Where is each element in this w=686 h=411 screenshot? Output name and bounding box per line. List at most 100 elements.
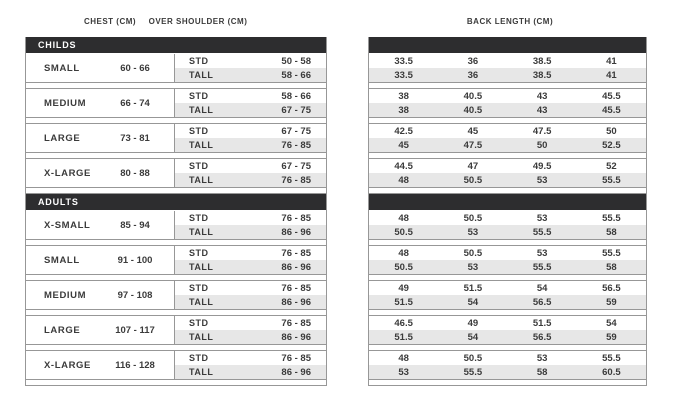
fit-row-tall: TALL 86 - 96 (175, 330, 326, 344)
fit-label-tall: TALL (189, 297, 214, 307)
row-separator (369, 82, 646, 89)
row-separator (26, 152, 326, 159)
shoulder-range-std: 76 - 85 (281, 352, 311, 364)
back-length-cell: 55.5 (463, 366, 483, 378)
fit-row-tall: TALL 76 - 85 (175, 138, 326, 152)
back-length-cell: 53 (467, 226, 479, 238)
size-row-medium: MEDIUM 97 - 108 STD 76 - 85 TALL 86 - 96 (26, 281, 326, 309)
back-length-row-large: 42.5 45 47.5 50 45 47.5 50 52.5 (369, 124, 646, 152)
row-separator (26, 117, 326, 124)
row-separator (369, 379, 646, 386)
back-length-tall-row: 33.5 36 38.5 41 (369, 68, 646, 82)
back-length-std-row: 49 51.5 54 56.5 (369, 281, 646, 295)
back-length-cell: 45.5 (602, 104, 621, 116)
back-length-std-row: 48 50.5 53 55.5 (369, 351, 646, 365)
back-length-cell: 51.5 (394, 296, 413, 308)
fit-row-tall: TALL 86 - 96 (175, 295, 326, 309)
shoulder-range-std: 76 - 85 (281, 282, 311, 294)
fit-column: STD 50 - 58 TALL 58 - 66 (175, 54, 326, 82)
back-length-cell: 50.5 (463, 174, 483, 186)
back-length-cell: 50.5 (463, 212, 483, 224)
back-length-cell: 48 (398, 247, 409, 259)
chest-range: 107 - 117 (115, 324, 155, 336)
back-length-std-row: 46.5 49 51.5 54 (369, 316, 646, 330)
size-label: SMALL (44, 62, 80, 74)
fit-label-std: STD (189, 248, 209, 258)
back-length-cell: 47 (467, 160, 479, 172)
fit-column: STD 76 - 85 TALL 86 - 96 (175, 281, 326, 309)
back-length-std-row: 48 50.5 53 55.5 (369, 246, 646, 260)
fit-label-std: STD (189, 91, 209, 101)
size-label: X-SMALL (44, 219, 91, 231)
fit-column: STD 76 - 85 TALL 86 - 96 (175, 246, 326, 274)
back-length-cell: 50.5 (394, 226, 413, 238)
back-length-cell: 45 (467, 125, 479, 137)
row-separator (26, 187, 326, 194)
section-bar-childs: CHILDS (26, 37, 326, 53)
back-length-cell: 54 (467, 331, 479, 343)
chest-range: 80 - 88 (120, 167, 150, 179)
back-length-tall-row: 45 47.5 50 52.5 (369, 138, 646, 152)
fit-row-tall: TALL 58 - 66 (175, 68, 326, 82)
shoulder-range-std: 67 - 75 (281, 160, 311, 172)
size-chest-cell: SMALL 60 - 66 (26, 54, 175, 82)
fit-column: STD 76 - 85 TALL 86 - 96 (175, 316, 326, 344)
fit-label-tall: TALL (189, 262, 214, 272)
size-row-large: LARGE 73 - 81 STD 67 - 75 TALL 76 - 85 (26, 124, 326, 152)
fit-label-std: STD (189, 56, 209, 66)
fit-row-std: STD 76 - 85 (175, 281, 326, 295)
fit-label-tall: TALL (189, 105, 214, 115)
back-length-cell: 45 (398, 139, 409, 151)
row-separator (369, 344, 646, 351)
shoulder-range-std: 76 - 85 (281, 317, 311, 329)
back-length-cell: 50.5 (463, 247, 483, 259)
chest-range: 91 - 100 (117, 254, 153, 266)
back-length-cell: 43 (536, 104, 548, 116)
back-length-column-header: BACK LENGTH (CM) (466, 17, 554, 26)
row-separator (26, 379, 326, 386)
back-length-cell: 45.5 (602, 90, 621, 102)
back-length-cell: 54 (467, 296, 479, 308)
back-length-table: 33.5 36 38.5 41 33.5 36 38.5 41 38 40.5 43 45.5 38 40… (368, 37, 647, 386)
back-length-cell: 54 (606, 317, 617, 329)
fit-label-std: STD (189, 283, 209, 293)
back-length-cell: 58 (536, 366, 548, 378)
chest-column-header: CHEST (CM) (83, 17, 137, 26)
back-length-cell: 49 (398, 282, 409, 294)
back-length-row-large: 46.5 49 51.5 54 51.5 54 56.5 59 (369, 316, 646, 344)
back-length-std-row: 33.5 36 38.5 41 (369, 54, 646, 68)
size-chest-cell: X-LARGE 116 - 128 (26, 351, 175, 379)
back-length-cell: 59 (606, 296, 617, 308)
fit-row-std: STD 67 - 75 (175, 159, 326, 173)
shoulder-range-tall: 76 - 85 (281, 139, 311, 151)
chest-range: 66 - 74 (120, 97, 150, 109)
fit-column: STD 67 - 75 TALL 76 - 85 (175, 159, 326, 187)
back-length-cell: 50.5 (394, 261, 413, 273)
shoulder-range-tall: 86 - 96 (281, 366, 311, 378)
back-length-cell: 53 (536, 174, 548, 186)
fit-row-tall: TALL 86 - 96 (175, 260, 326, 274)
back-length-row-small: 33.5 36 38.5 41 33.5 36 38.5 41 (369, 54, 646, 82)
back-length-cell: 46.5 (394, 317, 413, 329)
back-length-cell: 55.5 (532, 261, 552, 273)
shoulder-range-tall: 86 - 96 (281, 296, 311, 308)
back-length-cell: 40.5 (463, 104, 483, 116)
shoulder-range-std: 50 - 58 (281, 55, 311, 67)
back-length-cell: 47.5 (532, 125, 552, 137)
back-length-cell: 56.5 (532, 331, 552, 343)
back-length-cell: 55.5 (602, 247, 621, 259)
back-length-cell: 38.5 (532, 69, 552, 81)
shoulder-range-std: 76 - 85 (281, 212, 311, 224)
back-length-cell: 53 (398, 366, 409, 378)
size-label: MEDIUM (44, 289, 87, 301)
back-length-cell: 44.5 (394, 160, 413, 172)
size-label: MEDIUM (44, 97, 87, 109)
section-bar-adults-blank (369, 194, 646, 210)
back-length-cell: 51.5 (532, 317, 552, 329)
back-length-cell: 40.5 (463, 90, 483, 102)
fit-row-tall: TALL 86 - 96 (175, 365, 326, 379)
back-length-cell: 50 (536, 139, 548, 151)
row-separator (369, 239, 646, 246)
size-chest-cell: LARGE 73 - 81 (26, 124, 175, 152)
size-row-small: SMALL 91 - 100 STD 76 - 85 TALL 86 - 96 (26, 246, 326, 274)
